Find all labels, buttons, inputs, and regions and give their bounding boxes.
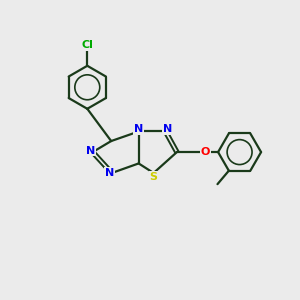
Text: O: O: [201, 147, 210, 157]
Text: S: S: [150, 172, 158, 182]
Text: N: N: [86, 146, 95, 156]
Text: N: N: [105, 168, 114, 178]
Text: N: N: [134, 124, 143, 134]
Text: N: N: [163, 124, 172, 134]
Text: Cl: Cl: [81, 40, 93, 50]
